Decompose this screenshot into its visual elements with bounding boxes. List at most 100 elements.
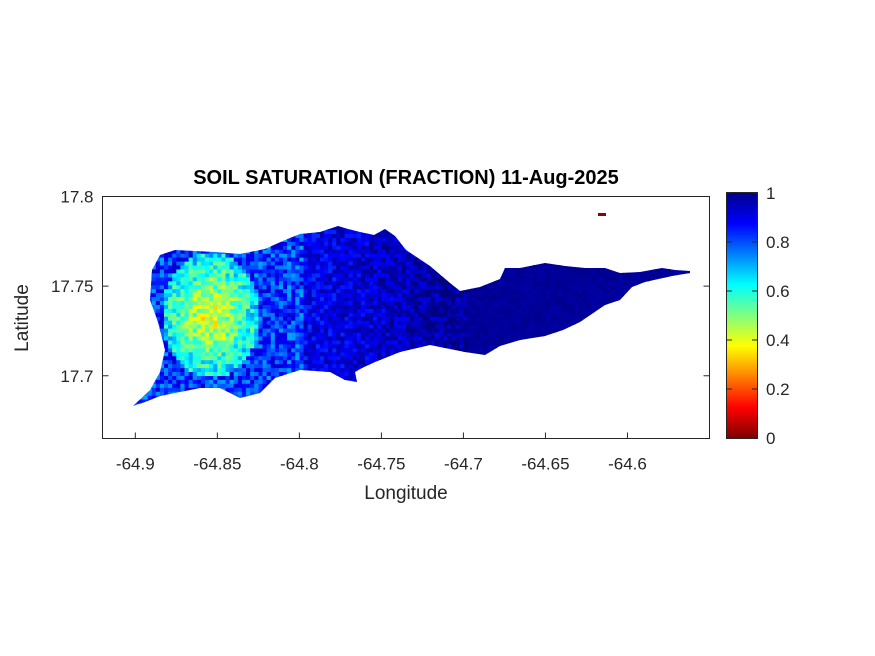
saturation-cell <box>356 343 362 349</box>
saturation-cell <box>213 375 218 380</box>
saturation-cell <box>127 372 132 377</box>
saturation-cell <box>324 363 329 369</box>
saturation-cell <box>689 403 690 406</box>
saturation-cell <box>631 359 637 365</box>
saturation-cell <box>472 419 477 424</box>
saturation-cell <box>631 324 637 329</box>
saturation-cell <box>463 359 469 365</box>
saturation-cell <box>107 308 112 313</box>
saturation-cell <box>545 316 551 321</box>
saturation-cell <box>365 367 370 372</box>
saturation-cell <box>562 419 567 424</box>
saturation-cell <box>188 359 194 365</box>
saturation-cell <box>479 347 485 353</box>
saturation-cell <box>517 411 522 416</box>
saturation-cell <box>217 339 222 345</box>
saturation-cell <box>283 308 288 313</box>
saturation-cell <box>147 359 153 365</box>
saturation-cell <box>537 387 542 392</box>
saturation-cell <box>147 391 153 396</box>
saturation-cell <box>381 399 387 404</box>
saturation-cell <box>168 332 173 337</box>
saturation-cell <box>471 343 477 349</box>
saturation-cell <box>521 419 526 424</box>
saturation-cell <box>553 363 559 369</box>
saturation-cell <box>639 312 645 317</box>
saturation-cell <box>574 423 579 428</box>
saturation-cell <box>435 415 440 420</box>
saturation-cell <box>631 339 637 345</box>
saturation-cell <box>377 316 382 321</box>
saturation-cell <box>483 379 489 384</box>
saturation-cell <box>180 391 186 396</box>
saturation-cell <box>578 399 583 404</box>
saturation-cell <box>172 347 177 353</box>
saturation-cell <box>627 316 633 321</box>
saturation-cell <box>673 423 678 428</box>
saturation-cell <box>315 395 321 400</box>
saturation-cell <box>209 395 214 400</box>
saturation-cell <box>644 423 649 428</box>
saturation-cell <box>471 336 477 341</box>
saturation-cell <box>602 395 608 400</box>
saturation-cell <box>545 423 550 428</box>
saturation-cell <box>701 415 706 420</box>
saturation-cell <box>475 320 481 325</box>
saturation-cell <box>422 407 427 412</box>
saturation-cell <box>582 328 588 333</box>
saturation-cell <box>152 411 157 416</box>
saturation-cell <box>684 391 690 396</box>
saturation-cell <box>426 324 432 329</box>
saturation-cell <box>332 375 337 380</box>
saturation-cell <box>406 411 411 416</box>
saturation-cell <box>680 324 686 329</box>
saturation-cell <box>135 375 140 380</box>
saturation-cell <box>574 343 579 349</box>
saturation-cell <box>447 375 452 380</box>
saturation-cell <box>115 411 120 416</box>
saturation-cell <box>455 363 460 369</box>
saturation-cell <box>468 431 473 436</box>
saturation-cell <box>283 359 288 365</box>
saturation-cell <box>246 336 251 341</box>
saturation-cell <box>512 328 518 333</box>
saturation-cell <box>442 363 448 369</box>
saturation-cell <box>475 363 481 369</box>
saturation-cell <box>492 336 497 341</box>
saturation-cell <box>447 383 452 388</box>
saturation-cell <box>107 360 112 365</box>
saturation-cell <box>127 320 132 325</box>
saturation-cell <box>180 415 185 420</box>
saturation-cell <box>463 363 469 369</box>
saturation-cell <box>348 355 354 361</box>
saturation-cell <box>353 423 358 428</box>
saturation-cell <box>652 355 657 361</box>
saturation-cell <box>127 360 132 365</box>
saturation-cell <box>299 308 305 313</box>
saturation-cell <box>459 332 464 337</box>
saturation-cell <box>463 387 469 392</box>
saturation-cell <box>590 375 596 380</box>
saturation-cell <box>684 332 690 337</box>
saturation-cell <box>520 383 526 388</box>
saturation-cell <box>254 316 259 321</box>
saturation-cell <box>385 339 391 345</box>
saturation-cell <box>315 355 321 361</box>
saturation-cell <box>328 320 333 325</box>
saturation-cell <box>681 407 686 412</box>
saturation-cell <box>307 375 313 380</box>
saturation-cell <box>594 391 600 396</box>
saturation-cell <box>275 427 280 432</box>
saturation-cell <box>275 419 280 424</box>
saturation-cell <box>250 316 255 321</box>
saturation-cell <box>632 407 637 412</box>
saturation-cell <box>554 423 559 428</box>
saturation-cell <box>152 419 157 424</box>
saturation-cell <box>434 367 440 372</box>
saturation-cell <box>414 423 419 428</box>
saturation-cell <box>508 355 514 361</box>
saturation-cell <box>652 423 657 428</box>
saturation-cell <box>701 360 706 365</box>
saturation-cell <box>492 343 497 349</box>
saturation-cell <box>484 419 489 424</box>
